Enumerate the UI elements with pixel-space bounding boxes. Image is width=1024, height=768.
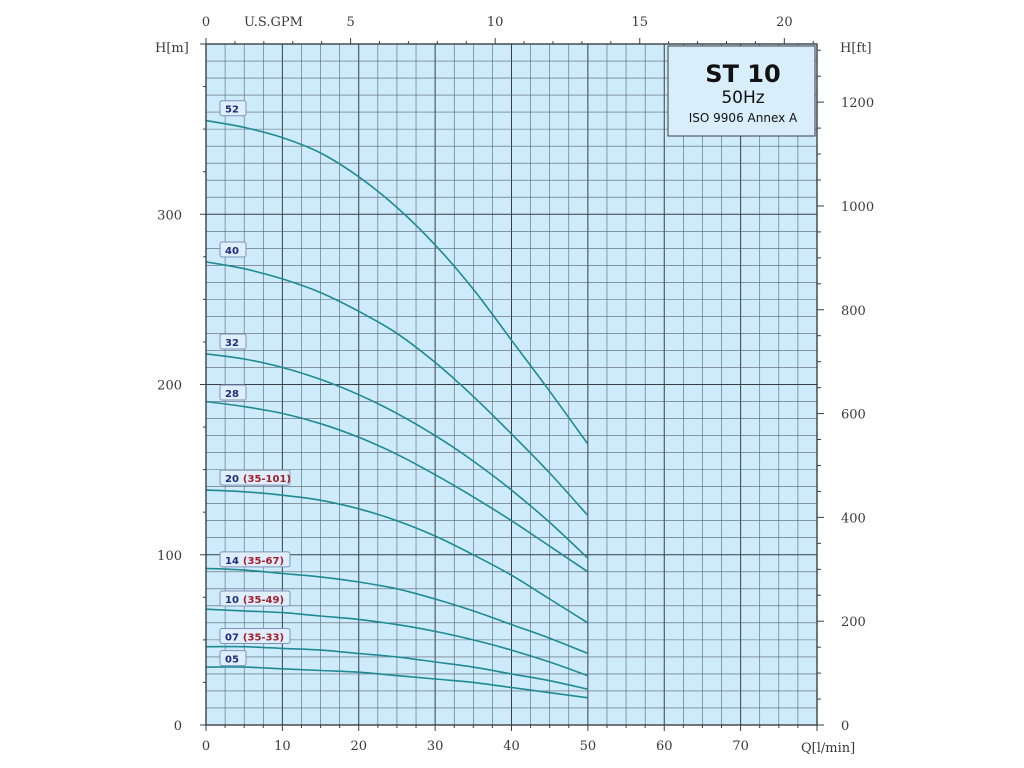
series-badge-52: 52 bbox=[219, 100, 247, 117]
series-badge-box bbox=[219, 590, 291, 607]
x2-tick-label: 10 bbox=[487, 15, 504, 30]
series-badge-range: (35-49) bbox=[243, 595, 284, 606]
series-badge-box bbox=[219, 469, 291, 486]
y-axis-title: H[m] bbox=[155, 41, 189, 56]
y2-tick-label: 400 bbox=[841, 511, 866, 526]
y2-tick-label: 200 bbox=[841, 615, 866, 630]
series-badge-32: 32 bbox=[219, 333, 247, 350]
series-line-07 bbox=[205, 645, 589, 690]
x-tick-label: 60 bbox=[656, 739, 673, 754]
series-badge-range: (35-67) bbox=[243, 556, 284, 567]
series-badge-label: 14 (35-67) bbox=[225, 556, 284, 567]
series-badge-box bbox=[219, 650, 247, 667]
series-line-52 bbox=[205, 119, 589, 445]
title-box: ST 10 50Hz ISO 9906 Annex A bbox=[667, 45, 816, 137]
series-badge-box bbox=[219, 100, 247, 117]
x-tick-label: 10 bbox=[274, 739, 291, 754]
series-badge-05: 05 bbox=[219, 650, 247, 667]
series-line-40 bbox=[205, 261, 589, 517]
series-badge-box bbox=[219, 627, 291, 644]
grid bbox=[206, 44, 817, 725]
x-axis-title: Q[l/min] bbox=[801, 741, 855, 756]
chart-title: ST 10 bbox=[705, 60, 780, 88]
series-badge-14: 14 (35-67) bbox=[219, 551, 291, 568]
x2-tick-label: 0 bbox=[202, 15, 210, 30]
x-tick-label: 50 bbox=[580, 739, 597, 754]
title-box-frame bbox=[667, 45, 816, 137]
series-badge-label: 20 (35-101) bbox=[225, 474, 291, 485]
series-badge-box bbox=[219, 384, 247, 401]
series-badge-10: 10 (35-49) bbox=[219, 590, 291, 607]
x-tick-label: 20 bbox=[350, 739, 367, 754]
x2-tick-label: 5 bbox=[346, 15, 354, 30]
series-badge-box bbox=[219, 333, 247, 350]
y-tick-label: 200 bbox=[157, 379, 182, 394]
x-tick-label: 70 bbox=[732, 739, 749, 754]
x2-tick-label: 20 bbox=[776, 15, 793, 30]
chart-standard: ISO 9906 Annex A bbox=[689, 111, 798, 125]
x2-axis-title: U.S.GPM bbox=[244, 15, 303, 30]
series-badge-label: 28 bbox=[225, 389, 239, 400]
y2-tick-label: 1000 bbox=[841, 200, 874, 215]
series-badge-label: 07 (35-33) bbox=[225, 632, 284, 643]
series-badge-20: 20 (35-101) bbox=[219, 469, 291, 486]
y2-tick-label: 0 bbox=[841, 719, 849, 734]
series-line-14 bbox=[205, 567, 589, 655]
series-badge-label: 10 (35-49) bbox=[225, 595, 284, 606]
y-tick-label: 300 bbox=[157, 208, 182, 223]
x-tick-label: 0 bbox=[202, 739, 210, 754]
chart-subtitle: 50Hz bbox=[721, 88, 764, 108]
series-badge-range: (35-33) bbox=[243, 632, 284, 643]
y2-tick-label: 1200 bbox=[841, 96, 874, 111]
series-badge-label: 05 bbox=[225, 655, 239, 666]
series-badge-box bbox=[219, 551, 291, 568]
series-badge-label: 40 bbox=[225, 246, 239, 257]
series-labels: 52 40 32 28 20 (35-101) 14 (35-67) 10 (35-49) 07 (3… bbox=[219, 100, 291, 667]
series-badge-box bbox=[219, 241, 247, 258]
series-line-28 bbox=[205, 400, 589, 573]
x-tick-label: 40 bbox=[503, 739, 520, 754]
y2-tick-label: 800 bbox=[841, 304, 866, 319]
series-badge-07: 07 (35-33) bbox=[219, 627, 291, 644]
series-badge-28: 28 bbox=[219, 384, 247, 401]
y-tick-label: 0 bbox=[174, 719, 182, 734]
series-badge-range: (35-101) bbox=[243, 474, 291, 485]
series-line-32 bbox=[205, 353, 589, 559]
series-line-10 bbox=[205, 608, 589, 677]
series-badge-label: 32 bbox=[225, 338, 239, 349]
y2-tick-label: 600 bbox=[841, 408, 866, 423]
series-badge-40: 40 bbox=[219, 241, 247, 258]
series-badge-label: 52 bbox=[225, 105, 239, 116]
curves bbox=[205, 119, 589, 699]
series-line-20 bbox=[205, 489, 589, 624]
x-tick-label: 30 bbox=[427, 739, 444, 754]
y2-axis-title: H[ft] bbox=[840, 41, 872, 56]
ticks: 0 10 20 30 40 50 60 700100200300020040060080010… bbox=[157, 15, 874, 754]
series-line-05 bbox=[205, 666, 589, 699]
x2-tick-label: 15 bbox=[631, 15, 648, 30]
y-tick-label: 100 bbox=[157, 549, 182, 564]
